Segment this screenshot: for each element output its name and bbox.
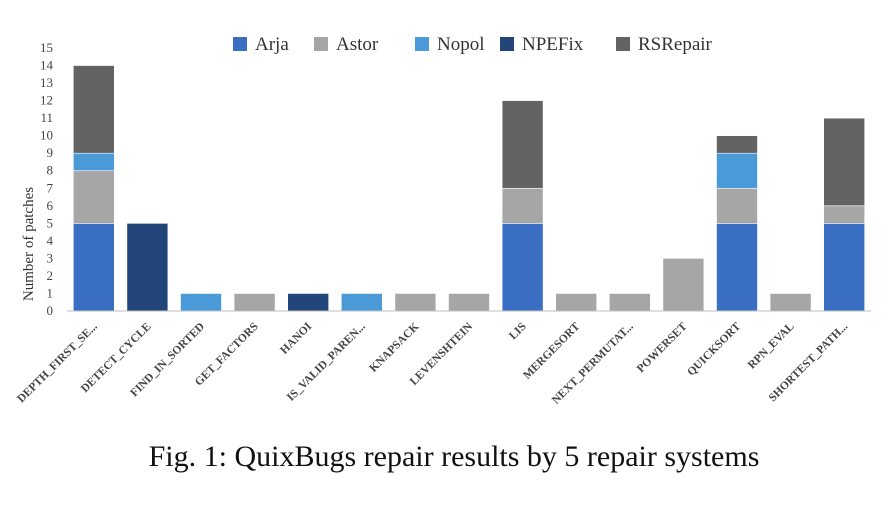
y-tick-label: 6 [47, 198, 54, 213]
x-tick-label: RPN_EVAL [746, 320, 797, 371]
bar-segment-nopol [340, 293, 383, 312]
y-tick-label: 0 [47, 303, 54, 318]
y-tick-label: 12 [40, 93, 53, 108]
legend-label-nopol: Nopol [437, 34, 485, 55]
legend: Arja Astor Nopol NPEFix RSRepair [233, 34, 713, 55]
legend-swatch-astor [314, 37, 328, 51]
y-tick-label: 11 [40, 110, 53, 125]
bar-segment-astor [823, 205, 866, 224]
bar-segment-astor [233, 293, 276, 312]
figure-caption: Fig. 1: QuixBugs repair results by 5 rep… [148, 440, 760, 473]
bar-segment-rsrepair [823, 117, 866, 207]
x-tick-label: MERGESORT [521, 320, 582, 381]
x-tick-label: KNAPSACK [367, 321, 421, 375]
bar-segment-nopol [716, 152, 758, 189]
bar-segment-rsrepair [716, 135, 758, 154]
y-tick-label: 7 [47, 180, 54, 195]
bar-segment-rsrepair [501, 100, 544, 189]
legend-swatch-nopol [415, 37, 429, 51]
bar-segment-astor [73, 170, 115, 224]
bar-segment-astor [394, 293, 437, 312]
y-tick-label: 1 [47, 285, 54, 300]
legend-swatch-rsrepair [616, 37, 630, 51]
x-tick-label: LIS [507, 321, 529, 343]
legend-label-arja: Arja [255, 34, 289, 55]
bar-segment-astor [662, 258, 705, 312]
bar-segment-npefix [287, 293, 330, 312]
x-tick-label: QUICKSORT [685, 320, 743, 378]
x-tick-label: HANOI [278, 320, 314, 356]
y-tick-label: 14 [40, 58, 54, 73]
x-tick-label: POWERSET [635, 320, 690, 375]
y-tick-label: 8 [47, 163, 54, 178]
y-tick-label: 2 [47, 268, 54, 283]
bar-segment-astor [555, 293, 598, 312]
bar-segment-arja [823, 223, 866, 312]
bar-segment-astor [608, 293, 651, 312]
legend-swatch-arja [233, 37, 247, 51]
bar-segment-rsrepair [73, 65, 115, 154]
y-tick-label: 5 [47, 215, 54, 230]
legend-swatch-npefix [500, 37, 514, 51]
bar-segment-npefix [126, 223, 169, 312]
stacked-bar-chart: Arja Astor Nopol NPEFix RSRepair 01234567891… [15, 34, 871, 407]
y-tick-label: 3 [47, 250, 54, 265]
y-tick-label: 4 [47, 233, 54, 248]
x-axis: DEPTH_FIRST_SE...DETECT_CYCLEFIND_IN_SOR… [15, 320, 850, 406]
bar-segment-astor [769, 293, 812, 312]
bar-segment-nopol [73, 152, 115, 172]
bar-segment-astor [501, 187, 544, 224]
y-tick-label: 13 [40, 75, 53, 90]
bars [73, 65, 866, 312]
bar-segment-arja [73, 223, 115, 312]
legend-label-npefix: NPEFix [522, 34, 584, 55]
legend-label-astor: Astor [336, 34, 379, 55]
bar-segment-nopol [180, 293, 222, 312]
bar-segment-arja [501, 223, 544, 312]
y-axis-label: Number of patches [21, 187, 37, 301]
bar-segment-arja [716, 223, 758, 312]
y-tick-label: 10 [40, 128, 53, 143]
legend-label-rsrepair: RSRepair [638, 34, 713, 55]
bar-segment-astor [448, 293, 490, 312]
bar-segment-astor [716, 187, 758, 224]
y-tick-label: 15 [40, 40, 53, 55]
y-tick-label: 9 [47, 145, 54, 160]
